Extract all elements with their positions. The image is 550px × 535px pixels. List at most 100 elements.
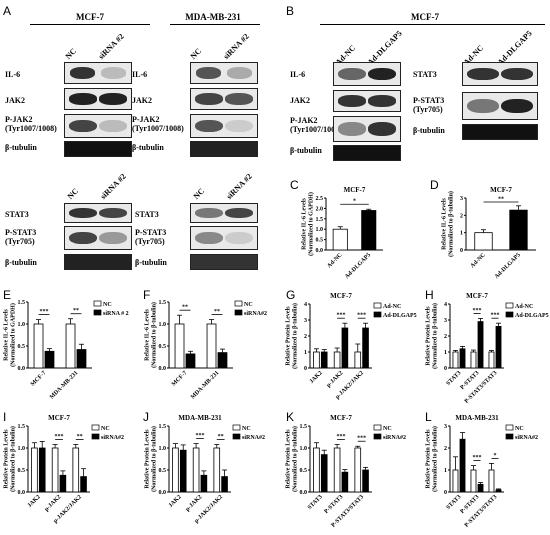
bar — [185, 353, 196, 369]
bar — [333, 447, 341, 493]
bar — [477, 483, 484, 493]
lane-label: NC — [65, 186, 81, 201]
bar — [332, 228, 348, 251]
y-tick-label: 1.5 — [316, 217, 324, 223]
chart-title: MCF-7 — [490, 186, 512, 194]
bar — [80, 476, 87, 493]
y-tick-label: 0.0 — [159, 490, 167, 496]
significance-label: *** — [55, 434, 64, 440]
row-label: β-tubulin — [413, 126, 445, 135]
bar — [65, 323, 76, 369]
bar — [206, 323, 217, 369]
y-axis-label-line: Relative IL-6 Levels — [4, 309, 10, 361]
row-label: STAT3 — [135, 210, 159, 219]
lane-label: siRNA #2 — [98, 171, 128, 201]
bar — [320, 454, 328, 493]
significance-label: ** — [498, 197, 504, 203]
bar — [51, 447, 59, 493]
y-tick-label: 1.0 — [18, 322, 26, 328]
bar — [76, 349, 87, 369]
panel-letter-l: L — [425, 410, 432, 424]
y-tick-label: 0 — [444, 366, 447, 372]
x-tick-label: MDA-MB-231 — [49, 370, 79, 400]
x-tick-label: JAK2 — [309, 370, 324, 385]
significance-label: *** — [473, 455, 482, 461]
bar — [217, 352, 228, 369]
y-axis-label-line: (Normalized to β-tubulin) — [292, 426, 299, 492]
row-label: β-tubulin — [290, 146, 322, 155]
y-axis-label: Relative Protein Levels (Normalized to β-… — [426, 303, 439, 369]
row-label: STAT3 — [413, 70, 437, 79]
row-label: JAK2 — [132, 96, 152, 105]
y-axis-label: Relative Protein Levels (Normalized to β-… — [286, 426, 299, 492]
y-tick-label: 1 — [444, 468, 447, 474]
row-label: P-JAK2 (Tyr1007/1008) — [5, 115, 57, 133]
blot-strip — [64, 62, 132, 84]
y-tick-label: 2 — [304, 334, 307, 340]
y-axis-label-line: Relative IL-6 Levels — [145, 309, 151, 361]
legend-label: Ad-NC — [515, 304, 533, 310]
bar — [174, 323, 185, 369]
bar — [495, 326, 502, 369]
row-label: β-tubulin — [135, 258, 167, 267]
significance-label: *** — [473, 308, 482, 314]
lane-label: NC — [188, 46, 204, 61]
bar — [31, 447, 38, 493]
legend-swatch — [93, 300, 102, 307]
x-tick-label: MDA-MB-231 — [190, 370, 220, 400]
row-label: JAK2 — [290, 96, 310, 105]
panel-letter-j: J — [143, 410, 149, 424]
blot-strip — [190, 88, 258, 110]
y-tick-label: 1.5 — [300, 424, 308, 430]
bar — [213, 447, 221, 493]
legend-swatch — [93, 309, 102, 316]
chart-title: MCF-7 — [330, 292, 352, 300]
bar — [361, 210, 377, 251]
blot-b-title: MCF-7 — [411, 12, 439, 22]
bar — [33, 323, 44, 369]
y-axis-label-line: (Normalized to β-tubulin) — [432, 426, 439, 492]
y-axis-label: Relative Protein Levels (Normalized to β-… — [145, 426, 158, 492]
y-axis-label-line: (Normalized to β-tubulin) — [151, 426, 158, 492]
y-tick-label: 1.5 — [18, 424, 26, 430]
x-tick-label: p-JAK2 — [326, 370, 345, 389]
bar — [192, 447, 200, 493]
lane-label: siRNA #2 — [224, 171, 254, 201]
y-tick-label: 3 — [460, 196, 463, 202]
y-axis-label-line: Relative Protein Levels — [286, 429, 292, 489]
blot-strip — [64, 254, 132, 270]
lane-label: siRNA #2 — [96, 31, 126, 61]
legend-label: siRNA#2 — [515, 435, 538, 441]
blot-strip — [333, 145, 401, 161]
chart-h: MCF-7 Relative Protein Levels (Normalized … — [426, 292, 549, 405]
legend-swatch — [91, 424, 100, 431]
significance-label: * — [494, 453, 497, 459]
legend-swatch — [232, 433, 241, 440]
legend-label: siRNA#2 — [244, 311, 267, 317]
y-tick-label: 0.5 — [18, 468, 26, 474]
y-tick-label: 0 — [444, 490, 447, 496]
row-label: IL-6 — [132, 70, 148, 79]
y-axis-label-line: (Normalized to β-tubulin) — [292, 303, 299, 369]
row-label: STAT3 — [5, 210, 29, 219]
x-tick-label: p-JAK2 — [44, 494, 63, 513]
bar — [59, 474, 67, 493]
significance-label: ** — [77, 434, 83, 440]
panel-letter-k: K — [286, 410, 295, 424]
y-axis-label-line: (Normalized to β-tubulin) — [448, 191, 455, 257]
blot-a-title-right: MDA-MB-231 — [185, 12, 241, 22]
bar — [38, 447, 46, 493]
bar — [470, 469, 477, 493]
bar — [172, 447, 179, 493]
panel-letter-e: E — [3, 288, 12, 302]
y-axis-label-line: Relative Protein Levels — [286, 306, 292, 366]
legend-label: NC — [101, 426, 110, 432]
bar — [221, 476, 228, 493]
legend-swatch — [373, 424, 382, 431]
y-tick-label: 0.5 — [18, 344, 26, 350]
chart-l: MDA-MB-231 Relative Protein Levels (Normal… — [426, 414, 539, 529]
blot-strip — [190, 226, 258, 250]
legend-swatch — [91, 433, 100, 440]
significance-label: ** — [214, 309, 220, 315]
legend-swatch — [373, 302, 382, 309]
